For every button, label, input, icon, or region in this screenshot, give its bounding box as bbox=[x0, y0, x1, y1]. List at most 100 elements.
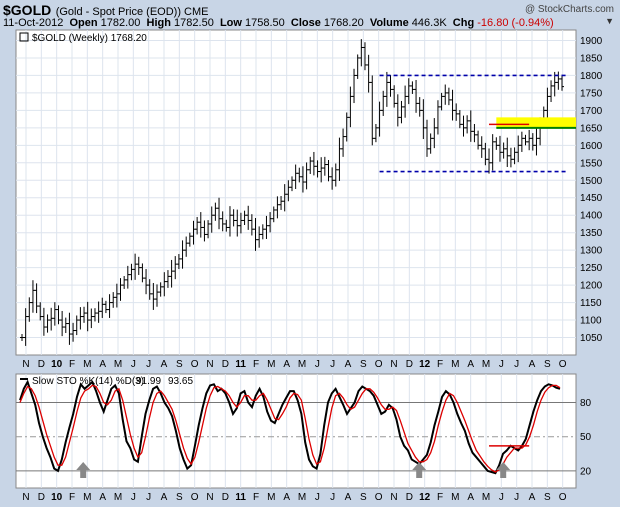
stoch-d-line bbox=[19, 384, 561, 473]
x-month-label: N bbox=[206, 492, 213, 503]
chg-value: -16.80 (-0.94%) bbox=[477, 17, 554, 29]
x-month-label: A bbox=[345, 492, 352, 503]
x-month-label: M bbox=[267, 492, 275, 503]
stoch-legend: Slow STO %K(14) %D(3) bbox=[32, 376, 144, 387]
x-month-label: J bbox=[330, 359, 335, 370]
x-month-label: A bbox=[283, 492, 290, 503]
quote-date: 11-Oct-2012 bbox=[3, 17, 64, 29]
high-label: High bbox=[146, 17, 171, 29]
x-month-label: 10 bbox=[51, 359, 63, 370]
x-month-label: N bbox=[206, 359, 213, 370]
quote-row: 11-Oct-2012 Open 1782.00 High 1782.50 Lo… bbox=[3, 17, 554, 29]
x-month-label: F bbox=[69, 492, 75, 503]
price-tick-label: 1650 bbox=[580, 123, 603, 134]
x-month-label: A bbox=[99, 359, 106, 370]
credit-text: @ StockCharts.com bbox=[524, 4, 614, 15]
x-month-label: 11 bbox=[235, 359, 246, 370]
open-value: 1782.00 bbox=[100, 17, 141, 29]
x-month-label: A bbox=[529, 492, 536, 503]
x-month-label: J bbox=[131, 359, 136, 370]
x-month-label: N bbox=[390, 359, 397, 370]
highlight-zone bbox=[496, 117, 576, 128]
x-month-label: N bbox=[22, 359, 29, 370]
price-tick-label: 1250 bbox=[580, 263, 603, 274]
x-month-label: F bbox=[69, 359, 75, 370]
open-label: Open bbox=[69, 17, 98, 29]
x-month-label: S bbox=[176, 492, 183, 503]
close-label: Close bbox=[290, 17, 321, 29]
stoch-tick-label: 50 bbox=[580, 432, 592, 443]
price-tick-label: 1600 bbox=[580, 141, 603, 152]
x-month-label: S bbox=[544, 359, 551, 370]
price-tick-label: 1750 bbox=[580, 88, 603, 99]
x-month-label: A bbox=[161, 492, 168, 503]
x-month-label: O bbox=[559, 492, 567, 503]
x-month-label: A bbox=[467, 492, 474, 503]
x-month-label: J bbox=[146, 359, 151, 370]
low-value: 1758.50 bbox=[245, 17, 285, 29]
x-month-label: D bbox=[406, 492, 413, 503]
x-month-label: 12 bbox=[419, 359, 431, 370]
x-month-label: N bbox=[22, 492, 29, 503]
x-month-label: M bbox=[451, 359, 459, 370]
price-tick-label: 1800 bbox=[580, 71, 603, 82]
x-month-label: A bbox=[99, 492, 106, 503]
price-tick-label: 1400 bbox=[580, 211, 603, 222]
x-month-label: M bbox=[482, 492, 490, 503]
x-month-label: J bbox=[315, 492, 320, 503]
x-month-label: M bbox=[482, 359, 490, 370]
x-month-label: M bbox=[298, 359, 306, 370]
x-month-label: O bbox=[191, 492, 199, 503]
close-value: 1768.20 bbox=[323, 17, 364, 29]
chg-label: Chg bbox=[452, 17, 475, 29]
x-month-label: J bbox=[514, 359, 519, 370]
price-tick-label: 1700 bbox=[580, 106, 603, 117]
x-month-label: 11 bbox=[235, 492, 246, 503]
x-month-label: A bbox=[283, 359, 290, 370]
x-month-label: F bbox=[437, 359, 443, 370]
price-tick-label: 1850 bbox=[580, 53, 603, 64]
x-month-label: F bbox=[437, 492, 443, 503]
x-month-label: M bbox=[451, 492, 459, 503]
high-value: 1782.50 bbox=[174, 17, 214, 29]
low-label: Low bbox=[219, 17, 242, 29]
x-month-label: A bbox=[467, 359, 474, 370]
x-month-label: A bbox=[345, 359, 352, 370]
x-month-label: A bbox=[161, 359, 168, 370]
x-month-label: S bbox=[360, 359, 367, 370]
price-panel bbox=[15, 29, 577, 356]
x-month-label: S bbox=[360, 492, 367, 503]
x-month-label: O bbox=[191, 359, 199, 370]
x-month-label: D bbox=[406, 359, 413, 370]
price-tick-label: 1150 bbox=[580, 298, 602, 309]
x-month-label: D bbox=[38, 359, 45, 370]
up-arrow-icon bbox=[76, 462, 91, 478]
x-month-label: S bbox=[544, 492, 551, 503]
legend-swatch bbox=[19, 32, 29, 42]
x-month-label: F bbox=[253, 359, 259, 370]
price-tick-label: 1300 bbox=[580, 246, 603, 257]
x-month-label: D bbox=[222, 359, 229, 370]
stoch-k-line bbox=[19, 379, 561, 475]
x-month-label: J bbox=[330, 492, 335, 503]
x-month-label: J bbox=[499, 492, 504, 503]
x-month-label: O bbox=[559, 359, 567, 370]
price-tick-label: 1450 bbox=[580, 193, 603, 204]
x-month-label: 12 bbox=[419, 492, 431, 503]
stoch-tick-label: 20 bbox=[580, 466, 592, 477]
x-month-label: O bbox=[375, 359, 383, 370]
volume-label: Volume bbox=[369, 17, 409, 29]
x-month-label: N bbox=[390, 492, 397, 503]
price-tick-label: 1900 bbox=[580, 36, 603, 47]
x-month-label: M bbox=[114, 492, 122, 503]
x-month-label: M bbox=[298, 492, 306, 503]
dropdown-arrow-icon[interactable]: ▼ bbox=[605, 16, 614, 26]
x-month-label: D bbox=[38, 492, 45, 503]
volume-value: 446.3K bbox=[411, 17, 447, 29]
price-legend: $GOLD (Weekly) 1768.20 bbox=[32, 33, 147, 44]
symbol-description: (Gold - Spot Price (EOD)) CME bbox=[55, 6, 209, 18]
x-month-label: S bbox=[176, 359, 183, 370]
x-month-label: A bbox=[529, 359, 536, 370]
up-arrow-icon bbox=[412, 462, 427, 478]
